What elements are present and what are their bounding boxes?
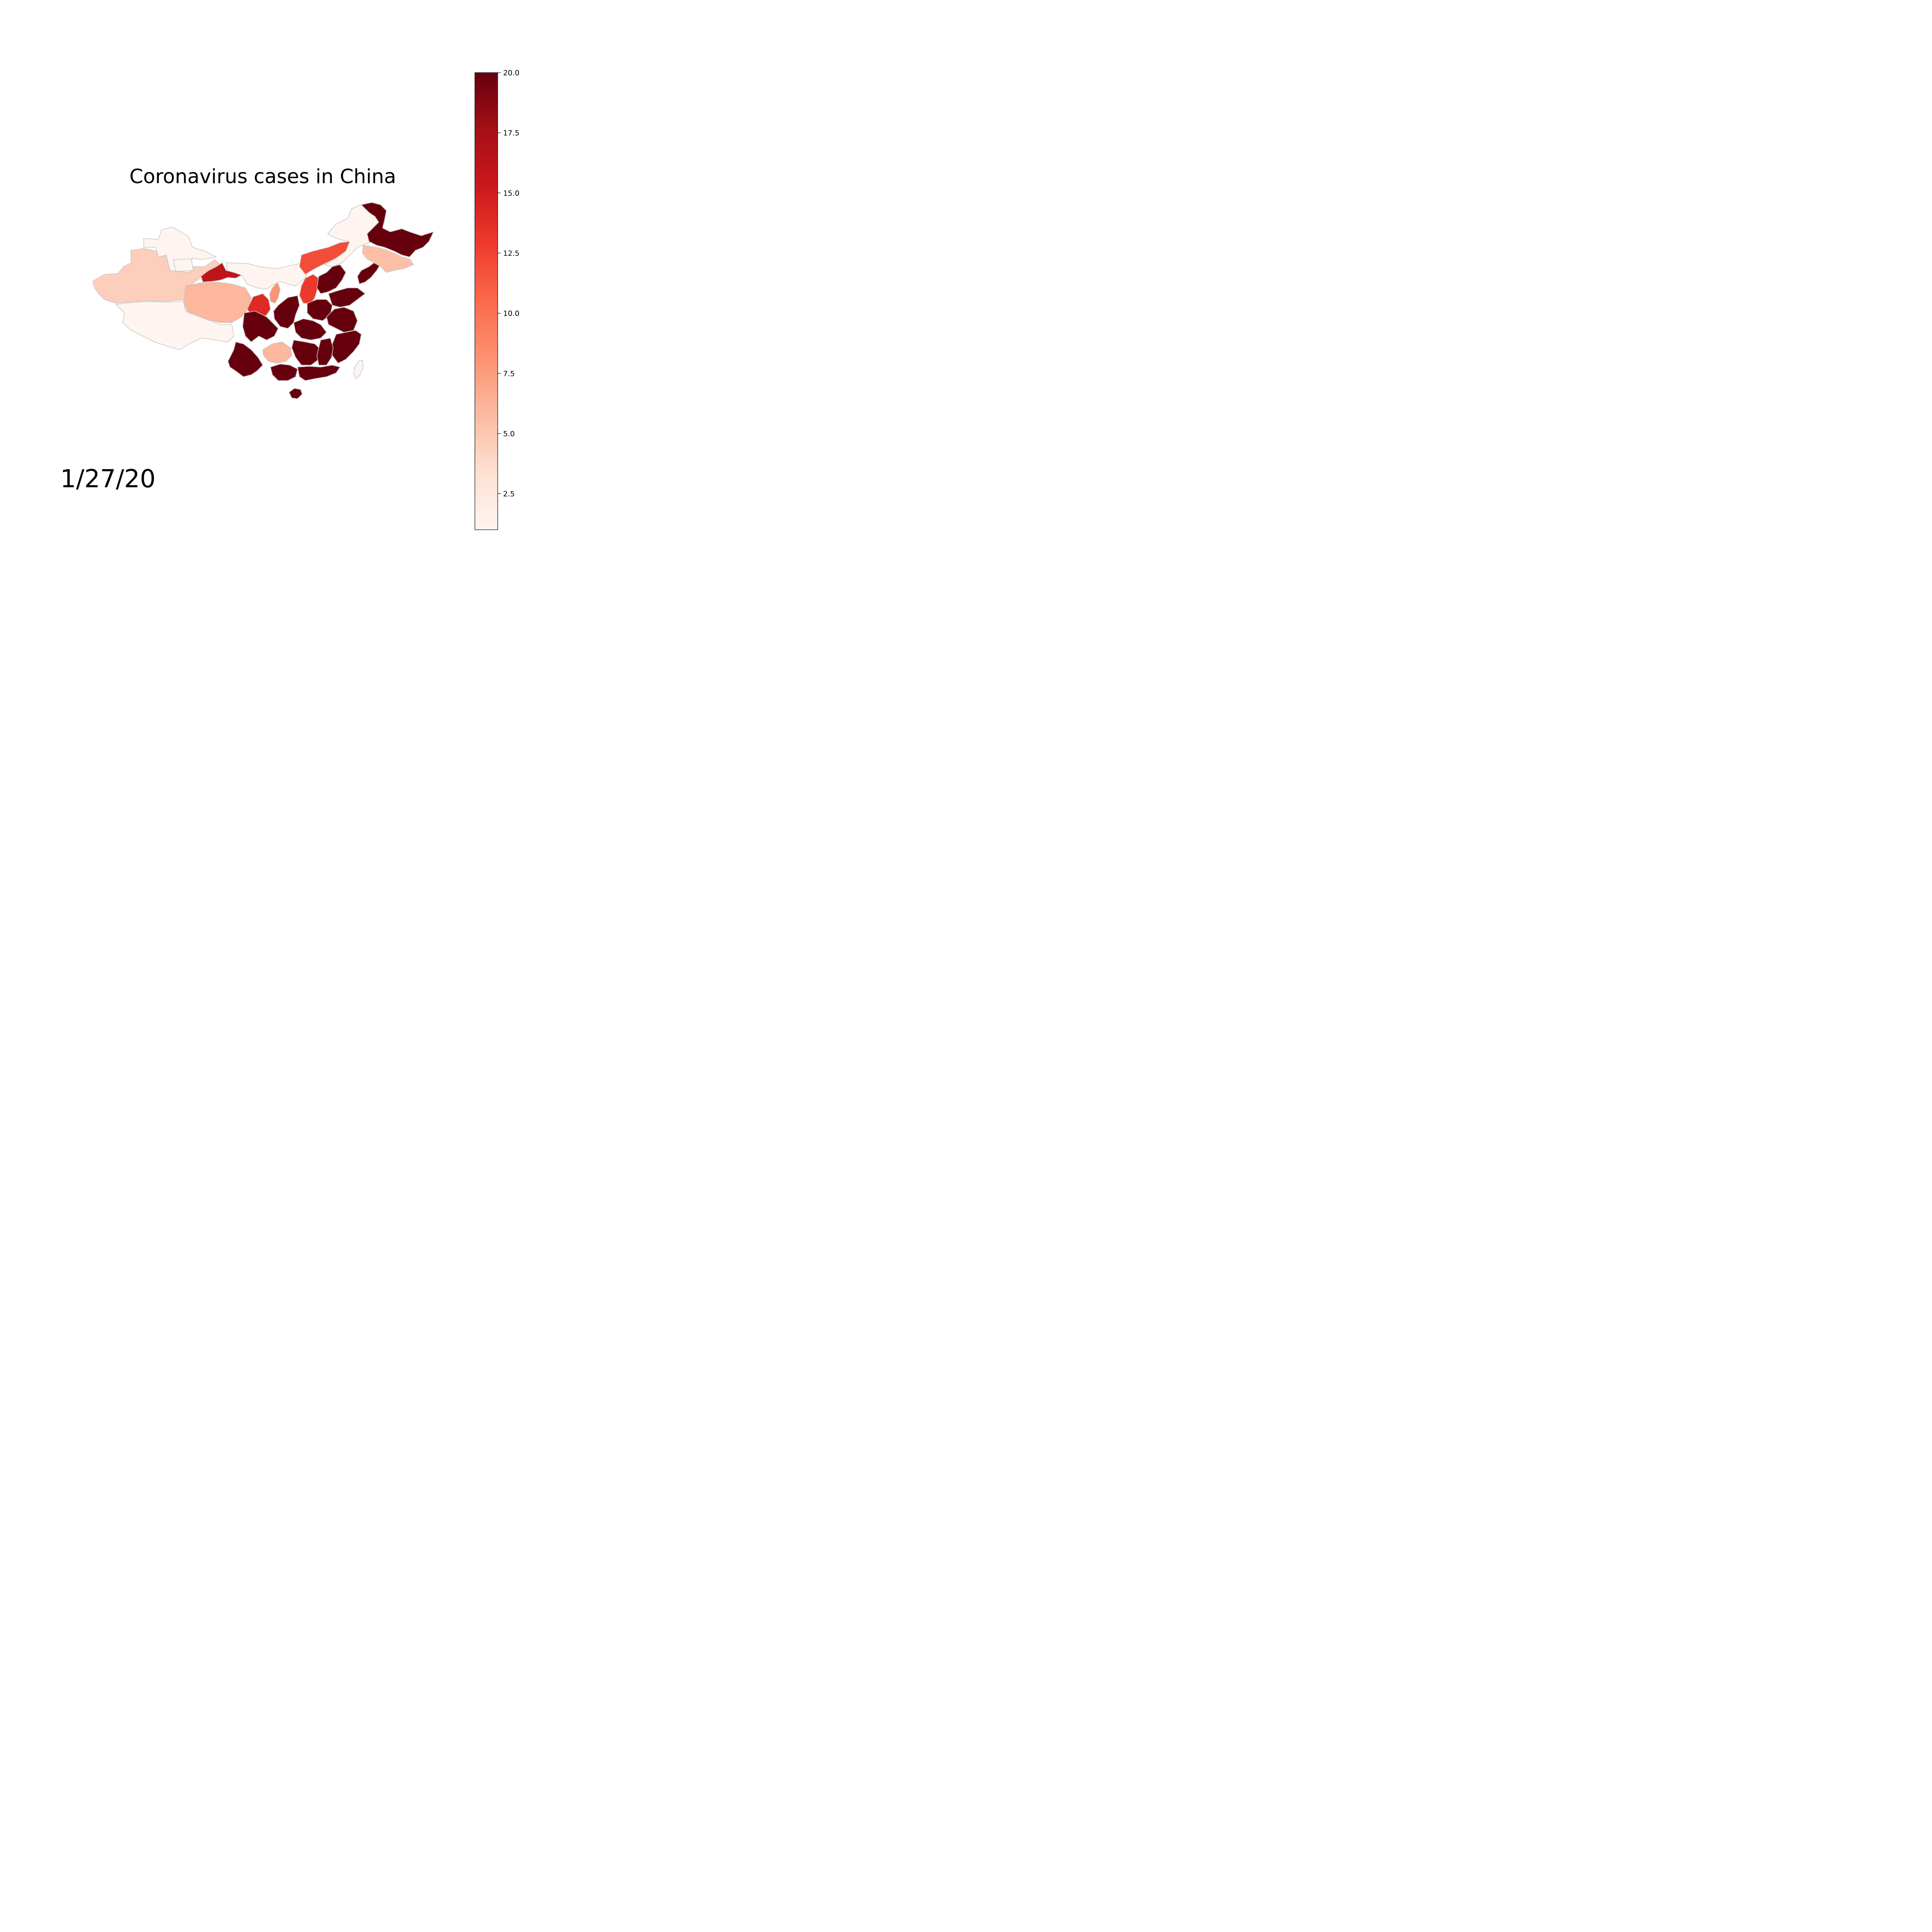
colorbar-tick-label: 10.0 bbox=[503, 310, 519, 318]
region-xinjiang-inner bbox=[173, 259, 194, 272]
region-shandong bbox=[328, 287, 366, 308]
colorbar-tick-label: 17.5 bbox=[503, 129, 519, 138]
colorbar-tick-label: 5.0 bbox=[503, 430, 515, 438]
region-xinjiang-south bbox=[92, 248, 223, 304]
region-taiwan bbox=[353, 360, 364, 379]
region-inner-mongolia-east bbox=[324, 204, 385, 267]
region-hunan bbox=[291, 340, 321, 366]
region-jilin bbox=[362, 245, 414, 273]
colorbar: 2.5 5.0 7.5 10.0 12.5 15.0 17.5 20.0 bbox=[474, 69, 519, 530]
date-label: 1/27/20 bbox=[60, 465, 156, 493]
region-tibet bbox=[116, 301, 234, 350]
region-liaoning bbox=[357, 262, 380, 284]
region-guangdong bbox=[297, 365, 340, 381]
colorbar-tick-label: 15.0 bbox=[503, 189, 519, 197]
region-hubei bbox=[293, 318, 327, 340]
region-heilongjiang bbox=[361, 202, 434, 257]
region-jiangsu-anhui bbox=[326, 307, 358, 333]
region-inner-mongolia-west bbox=[226, 262, 310, 289]
colorbar-ticks: 2.5 5.0 7.5 10.0 12.5 15.0 17.5 20.0 bbox=[498, 69, 519, 498]
region-yunnan bbox=[228, 342, 263, 377]
china-map bbox=[92, 202, 434, 399]
colorbar-tick-label: 12.5 bbox=[503, 249, 519, 258]
colorbar-tick-label: 20.0 bbox=[503, 69, 519, 77]
region-sichuan bbox=[242, 311, 279, 342]
region-hebei bbox=[316, 264, 346, 294]
region-ningxia bbox=[269, 282, 281, 304]
map-canvas: 2.5 5.0 7.5 10.0 12.5 15.0 17.5 20.0 bbox=[92, 69, 519, 530]
region-guangxi bbox=[270, 364, 298, 381]
colorbar-tick-label: 7.5 bbox=[503, 369, 515, 378]
colorbar-tick-label: 2.5 bbox=[503, 490, 515, 498]
colorbar-gradient bbox=[474, 72, 498, 530]
region-zhejiang-fujian bbox=[331, 330, 362, 364]
region-shanxi bbox=[299, 274, 319, 304]
region-guizhou bbox=[262, 342, 292, 364]
map-title: Coronavirus cases in China bbox=[129, 165, 396, 188]
region-jiangxi bbox=[316, 338, 333, 366]
region-hainan bbox=[289, 388, 303, 399]
